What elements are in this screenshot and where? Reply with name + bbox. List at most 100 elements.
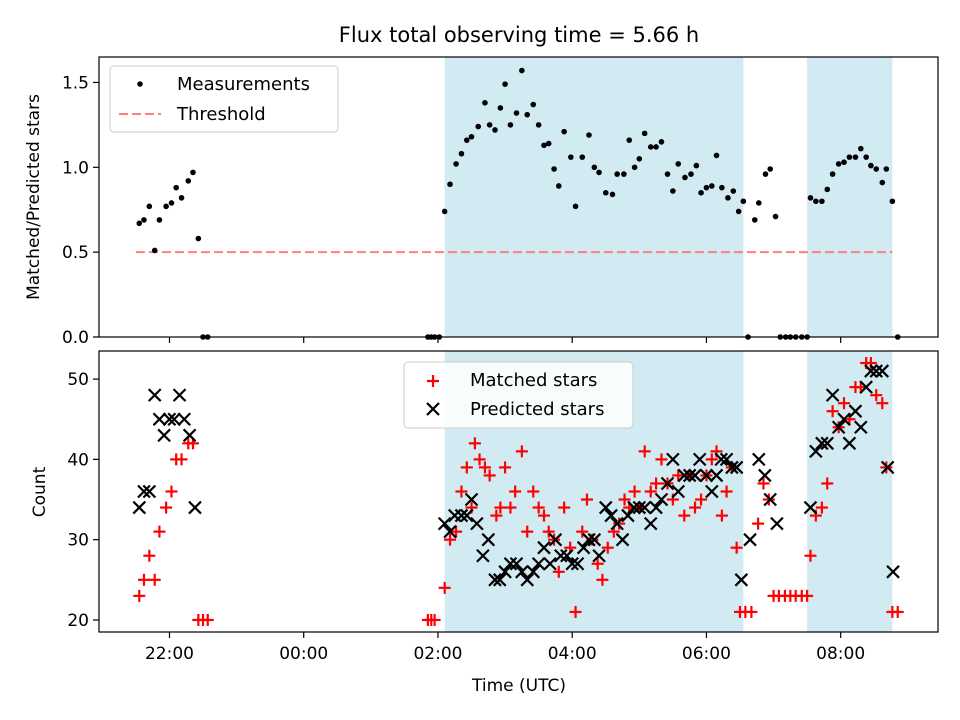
- predicted-star-point: [147, 388, 162, 402]
- matched-star-point: [450, 525, 463, 538]
- measurement-point: [682, 174, 688, 181]
- matched-star-point: [538, 509, 551, 522]
- predicted-star-point: [554, 548, 568, 563]
- measurement-point: [664, 171, 671, 177]
- predicted-star-point: [481, 532, 496, 547]
- predicted-star-point: [488, 573, 502, 587]
- measurement-point: [719, 184, 725, 191]
- matched-star-point: [870, 389, 883, 402]
- predicted-star-point: [825, 388, 840, 402]
- bottom-legend-box: [403, 361, 634, 429]
- predicted-star-point: [886, 565, 900, 579]
- predicted-star-point: [503, 556, 518, 571]
- predicted-star-point: [809, 444, 823, 459]
- predicted-star-point: [643, 516, 658, 531]
- matched-star-point: [468, 437, 481, 450]
- matched-star-point: [527, 485, 540, 498]
- matched-star-point: [876, 397, 889, 410]
- predicted-star-point: [842, 436, 857, 451]
- measurement-point: [458, 150, 465, 157]
- predicted-star-point: [157, 428, 171, 443]
- matched-star-point: [757, 477, 770, 490]
- predicted-star-point: [854, 420, 868, 435]
- matched-star-point: [558, 501, 571, 514]
- measurement-point: [136, 220, 143, 227]
- top-panel: 0.0 0.5 1.0 1.5 Matched/Predicted stars Mea…: [24, 56, 939, 348]
- matched-star-point: [655, 453, 668, 466]
- predicted-star-point: [671, 484, 686, 499]
- x-tick-label: 04:00: [548, 644, 597, 664]
- measurement-point: [195, 235, 202, 242]
- y-tick-label: 40: [67, 450, 89, 470]
- predicted-star-point: [152, 412, 167, 427]
- predicted-star-point: [470, 516, 484, 531]
- x-tick-label: 00:00: [279, 644, 328, 664]
- measurement-point: [156, 217, 163, 223]
- predicted-star-point: [688, 468, 702, 483]
- matched-star-point: [133, 589, 146, 602]
- predicted-star-point: [682, 468, 697, 483]
- matched-star-point: [891, 605, 904, 618]
- matched-star-point: [473, 453, 486, 466]
- matched-star-point: [745, 605, 758, 618]
- top-x-ticks: [168, 337, 842, 343]
- predicted-star-point: [587, 532, 602, 547]
- measurement-point: [464, 137, 470, 143]
- measurement-point: [602, 189, 609, 196]
- predicted-star-point: [610, 516, 624, 531]
- matched-star-point: [569, 605, 582, 618]
- measurement-point: [703, 184, 710, 191]
- predicted-star-point: [632, 500, 647, 515]
- legend-predicted-label: Predicted stars: [470, 399, 604, 420]
- predicted-star-point: [162, 412, 177, 427]
- measurement-point: [698, 189, 704, 196]
- matched-star-point: [695, 493, 708, 506]
- figure-title: Flux total observing time = 5.66 h: [339, 23, 699, 47]
- measurement-point: [190, 169, 196, 176]
- measurement-point: [858, 145, 864, 152]
- predicted-star-point: [743, 532, 757, 547]
- predicted-star-point: [167, 412, 181, 427]
- measurement-point: [641, 130, 648, 137]
- predicted-star-point: [464, 492, 479, 507]
- measurement-point: [693, 162, 700, 169]
- matched-star-point: [715, 509, 728, 522]
- legend-matched-marker: [427, 375, 439, 387]
- x-tick-label: 22:00: [145, 644, 194, 664]
- y-tick-label: 50: [67, 370, 89, 390]
- predicted-star-point: [763, 492, 777, 507]
- top-y-ticks: 0.0 0.5 1.0 1.5: [62, 73, 99, 348]
- matched-star-point: [678, 509, 691, 522]
- matched-star-point: [552, 565, 565, 578]
- measurement-point: [755, 200, 762, 206]
- predicted-star-point: [548, 532, 563, 547]
- measurement-point: [545, 140, 552, 147]
- measurement-point: [168, 200, 175, 206]
- predicted-star-point: [660, 476, 675, 491]
- measurement-point: [591, 164, 598, 171]
- matched-star-point: [478, 461, 491, 474]
- legend-matched-label: Matched stars: [470, 370, 597, 391]
- measurement-point: [688, 171, 694, 177]
- y-tick-label: 1.0: [62, 158, 89, 178]
- predicted-star-point: [142, 484, 157, 499]
- measurement-point: [813, 198, 819, 205]
- matched-star-point: [460, 461, 473, 474]
- matched-star-point: [143, 549, 156, 562]
- measurement-point: [751, 217, 758, 223]
- predicted-star-point: [875, 364, 890, 378]
- matched-star-point: [542, 525, 555, 538]
- predicted-star-point: [752, 452, 766, 467]
- matched-star-point: [165, 485, 178, 498]
- predicted-star-point: [509, 556, 524, 571]
- predicted-star-point: [621, 508, 635, 523]
- predicted-star-point: [526, 565, 541, 579]
- measurement-point: [579, 154, 586, 160]
- matched-star-point: [730, 541, 743, 554]
- predicted-star-point: [637, 500, 652, 515]
- matched-star-point: [618, 493, 631, 506]
- predicted-star-point: [627, 500, 641, 515]
- measurement-point: [561, 128, 567, 135]
- predicted-star-point: [476, 548, 490, 563]
- shaded-span: [807, 57, 893, 337]
